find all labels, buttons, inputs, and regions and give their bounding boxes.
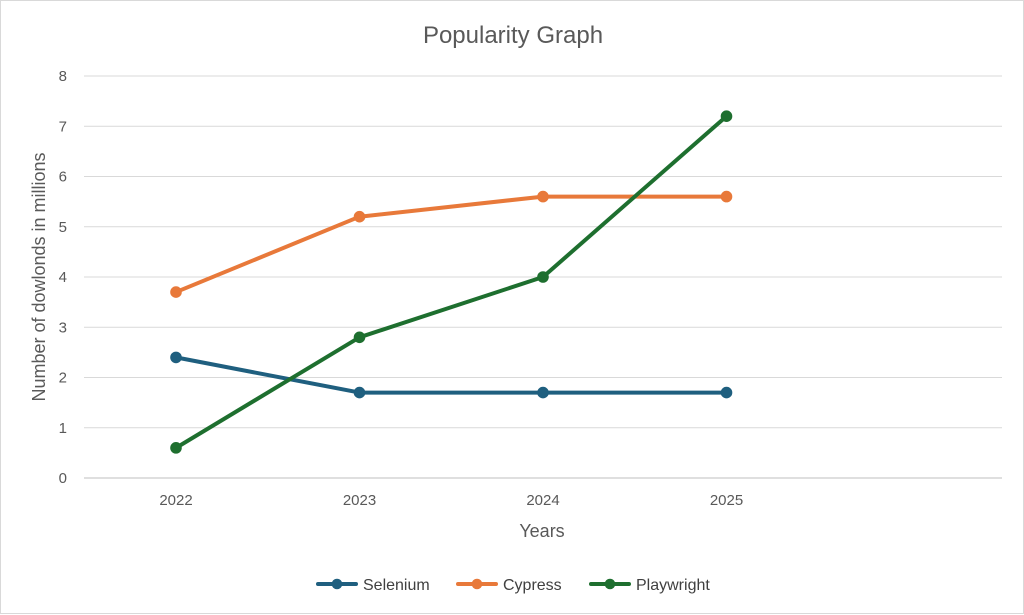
legend-item-playwright: Playwright [589, 577, 710, 594]
legend-marker [471, 578, 483, 590]
x-tick-label: 2025 [710, 492, 743, 509]
series-line [174, 114, 729, 450]
y-tick-label: 7 [59, 118, 67, 135]
legend-label: Playwright [636, 577, 710, 594]
x-tick-label: 2022 [159, 492, 192, 509]
chart-title: Popularity Graph [423, 22, 603, 49]
series-playwright [170, 110, 733, 454]
y-tick-label: 3 [59, 319, 67, 336]
data-point [170, 351, 182, 364]
y-tick-label: 2 [59, 370, 67, 387]
series-cypress [170, 190, 733, 298]
x-tick-label: 2023 [343, 492, 376, 509]
data-point [537, 190, 549, 203]
series-line [174, 194, 729, 295]
y-tick-label: 6 [59, 169, 67, 186]
data-point [537, 386, 549, 399]
legend-label: Cypress [503, 577, 562, 594]
series-line [174, 355, 729, 395]
legend: Selenium Cypress Playwright [316, 577, 710, 594]
x-tick-label: 2024 [526, 492, 559, 509]
x-tick-labels: 2022 2023 2024 2025 [159, 492, 743, 509]
legend-item-selenium: Selenium [316, 577, 430, 594]
data-point [537, 271, 549, 283]
legend-item-cypress: Cypress [456, 577, 562, 594]
data-point [353, 210, 366, 223]
y-tick-label: 0 [59, 470, 67, 487]
legend-label: Selenium [363, 577, 430, 594]
y-tick-label: 5 [59, 219, 67, 236]
data-point [353, 331, 366, 344]
data-point [353, 386, 366, 399]
data-point [170, 286, 182, 298]
y-axis-title: Number of dowlonds in millions [29, 152, 49, 401]
data-point [720, 110, 733, 122]
y-tick-label: 1 [59, 420, 67, 437]
title-group: Popularity Graph [423, 22, 603, 49]
legend-marker [604, 578, 616, 590]
y-tick-labels: 0 1 2 3 4 5 6 7 8 [59, 68, 67, 487]
series-layer [170, 110, 733, 454]
data-point [720, 190, 733, 203]
y-tick-label: 8 [59, 68, 67, 85]
x-axis-title: Years [519, 521, 564, 541]
series-selenium [170, 351, 733, 399]
y-tick-label: 4 [59, 269, 67, 286]
data-point [170, 442, 182, 454]
legend-marker [331, 578, 343, 590]
data-point [720, 386, 733, 399]
